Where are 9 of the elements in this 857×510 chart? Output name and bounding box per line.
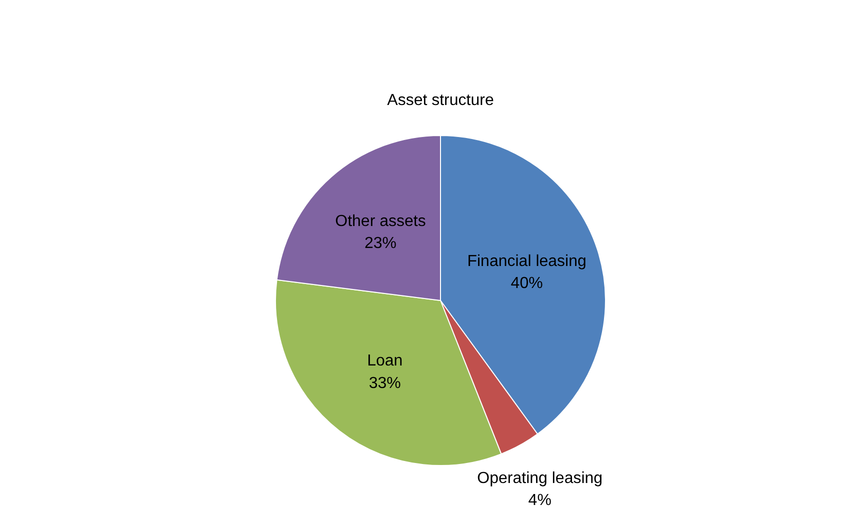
slice-label: Other assets [335, 212, 426, 230]
data-label: 33% [368, 374, 401, 392]
slice-label: Financial leasing [467, 252, 586, 270]
slice-label: Operating leasing [477, 470, 603, 487]
data-label: 23% [364, 234, 397, 252]
chart-title: Asset structure [387, 92, 494, 109]
slice-label: Loan [367, 352, 403, 370]
data-label: 40% [510, 275, 543, 292]
data-label: 4% [528, 492, 552, 510]
